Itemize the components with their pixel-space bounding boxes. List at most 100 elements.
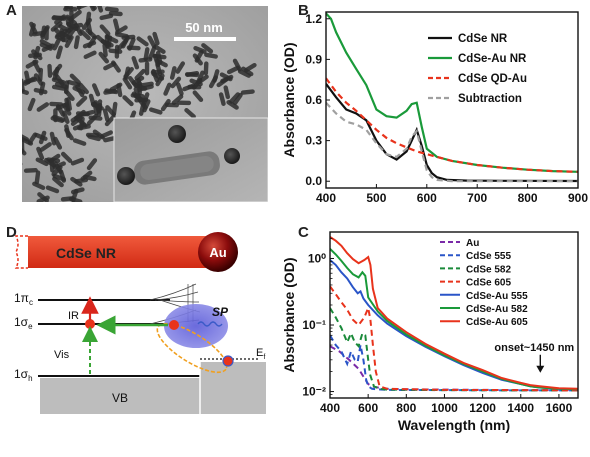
- nanorod: [226, 65, 240, 75]
- sp-blob: [164, 304, 228, 348]
- nanorod: [105, 105, 116, 117]
- nanorod: [86, 158, 98, 171]
- nanorod: [133, 82, 148, 91]
- nanorod: [41, 43, 55, 52]
- vb-block: [40, 378, 200, 414]
- nanorod: [155, 50, 163, 65]
- series-line-6: [330, 236, 578, 390]
- nanorod: [32, 181, 46, 191]
- level-pi-c: 1πc: [14, 291, 33, 307]
- nanorod: [59, 28, 66, 43]
- nanorod: [175, 61, 186, 74]
- nanorod: [69, 9, 82, 21]
- cdse-nanorod: [28, 236, 208, 268]
- x-tick-label: 700: [467, 191, 487, 205]
- nanorod: [60, 151, 73, 163]
- sp-label: SP: [212, 305, 229, 319]
- nanorod: [175, 82, 184, 96]
- nanorod: [82, 40, 97, 49]
- nanorod: [70, 115, 83, 127]
- nanorod: [52, 66, 60, 81]
- nanorod: [75, 111, 90, 117]
- electron-fermi: [222, 355, 234, 367]
- y-tick-label: 10⁰: [308, 251, 326, 265]
- x-tick-label: 800: [396, 401, 416, 415]
- legend-label: CdSe QD-Au: [458, 73, 527, 85]
- nanorod: [54, 14, 67, 25]
- nanorod: [99, 13, 114, 21]
- nanorod: [232, 92, 243, 106]
- nr-label: CdSe NR: [56, 245, 116, 261]
- nanorod: [201, 43, 214, 54]
- au-tip: [198, 232, 238, 272]
- x-tick-label: 1600: [546, 401, 573, 415]
- nanorod: [99, 130, 113, 139]
- au-metal-block: [200, 362, 266, 414]
- nanorod: [104, 88, 119, 95]
- scale-bar: [174, 37, 236, 41]
- sp-wave: [197, 321, 223, 327]
- nanorod: [100, 39, 114, 48]
- electron-sigma-e: [85, 319, 95, 329]
- panel-d-diagram: CdSe NR Au 1πc 1σe 1σh VB Ef SP: [0, 222, 278, 452]
- x-tick-label: 1200: [469, 401, 496, 415]
- nanorod: [40, 25, 50, 38]
- series-line-3: [326, 101, 578, 183]
- nanorod: [71, 188, 79, 203]
- nanorod: [23, 168, 38, 173]
- x-tick-label: 1400: [507, 401, 534, 415]
- nanorod: [184, 107, 196, 119]
- nanorod: [163, 82, 172, 96]
- nanorod: [36, 146, 45, 161]
- nanorod: [45, 185, 60, 194]
- nanorod: [170, 76, 182, 89]
- plot-frame: [329, 231, 579, 399]
- nanorod: [28, 23, 36, 37]
- nanorod: [237, 69, 251, 78]
- nanorod: [134, 68, 146, 81]
- onset-arrowhead: [536, 365, 545, 373]
- nanorod: [123, 66, 131, 81]
- nanorod: [122, 95, 134, 107]
- nanorod: [117, 38, 129, 50]
- nanorod: [169, 66, 177, 80]
- nanorod: [38, 67, 44, 82]
- series-line-1: [326, 12, 578, 173]
- hot-electron-path: [156, 322, 228, 374]
- series-line-0: [330, 345, 578, 392]
- nanorod: [65, 16, 73, 30]
- nanorod: [116, 83, 123, 98]
- nanorod: [81, 17, 92, 30]
- x-tick-label: 600: [358, 401, 378, 415]
- panel-b-letter: B: [298, 2, 309, 19]
- nanorod: [187, 84, 202, 90]
- nanorod: [153, 44, 166, 54]
- nanorod: [240, 89, 255, 95]
- nanorod: [72, 85, 86, 95]
- nanorod: [34, 132, 48, 141]
- nanorod: [90, 101, 104, 111]
- nanorod: [144, 61, 150, 76]
- panel-a-tem: 50 nm: [13, 0, 269, 204]
- nanorod: [35, 157, 49, 167]
- nanorod: [36, 102, 50, 112]
- legend-label: Au: [466, 238, 479, 249]
- absorbance-chart-b: 400 500 600 700 800 900 0.0 0.3 0.6 0.9 1.2 Absorba…: [281, 11, 588, 205]
- panel-a-letter: A: [6, 2, 17, 19]
- x-tick-label: 500: [366, 191, 386, 205]
- nanorod: [114, 32, 129, 39]
- nanorod: [36, 195, 50, 204]
- tem-micrograph: 50 nm: [13, 0, 269, 204]
- series-line-5: [330, 248, 578, 391]
- panel-d-letter: D: [6, 224, 17, 241]
- nanorod: [80, 170, 93, 182]
- nanorod: [131, 75, 145, 86]
- nanorod: [204, 52, 218, 59]
- electron-tip: [169, 320, 179, 330]
- vis-label: Vis: [54, 349, 70, 361]
- series-line-3: [330, 285, 578, 392]
- onset-annotation: onset~1450 nm: [494, 342, 574, 354]
- x-tick-label: 1000: [431, 401, 458, 415]
- nanorod: [54, 74, 65, 87]
- ef-label: Ef: [256, 347, 265, 361]
